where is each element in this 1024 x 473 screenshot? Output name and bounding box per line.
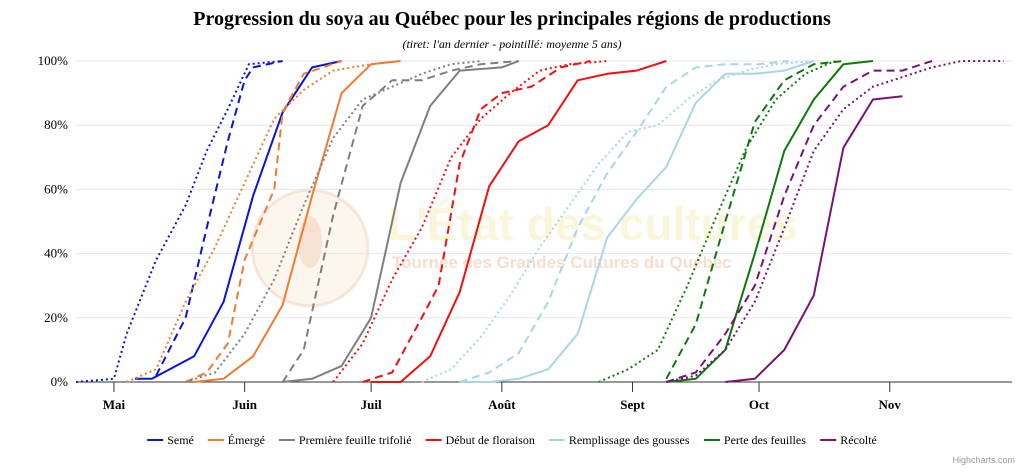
x-tick-label: Nov (879, 397, 902, 412)
series-line-five-year-average[interactable] (598, 60, 836, 383)
legend-item[interactable]: Émergé (207, 433, 265, 447)
legend-label: Perte des feuilles (724, 433, 806, 447)
series-2 (185, 60, 520, 383)
watermark-title: L'État des cultures (388, 198, 798, 250)
series-line-last-year[interactable] (185, 60, 342, 383)
series-6 (665, 60, 1004, 383)
watermark-logo (252, 190, 368, 306)
y-tick-label: 80% (44, 117, 68, 132)
series-1 (126, 60, 401, 383)
legend-label: Première feuille trifolié (299, 433, 412, 447)
legend-label: Récolté (840, 433, 877, 447)
x-tick-label: Juil (361, 397, 382, 412)
series-line-current-year[interactable] (135, 60, 342, 380)
y-tick-label: 20% (44, 310, 68, 325)
legend: Semé Émergé Première feuille trifolié Début… (147, 433, 877, 447)
series-line-current-year[interactable] (193, 60, 401, 383)
legend-label: Remplissage des gousses (569, 433, 690, 447)
series-line-five-year-average[interactable] (75, 60, 283, 383)
x-tick-label: Oct (749, 397, 770, 412)
series-line-current-year[interactable] (282, 60, 520, 383)
watermark-logo-ring (250, 188, 370, 308)
legend-item[interactable]: Perte des feuilles (703, 433, 806, 447)
x-tick-label: Juin (232, 397, 257, 412)
series-4 (421, 60, 815, 383)
legend-label: Semé (167, 433, 194, 447)
series-5 (598, 60, 874, 383)
series-layer (75, 60, 1004, 383)
watermark: L'État des cultures Tournée des Grandes … (250, 188, 798, 308)
series-line-current-year[interactable] (371, 60, 667, 383)
x-tick-label: Août (488, 397, 516, 412)
legend-item[interactable]: Début de floraison (425, 433, 535, 447)
x-tick-label: Mai (103, 397, 126, 412)
legend-item[interactable]: Semé (147, 433, 194, 447)
series-line-current-year[interactable] (725, 95, 903, 383)
legend-label: Début de floraison (446, 433, 535, 447)
series-line-last-year[interactable] (665, 60, 844, 380)
legend-label: Émergé (228, 433, 265, 447)
series-3 (332, 60, 667, 383)
series-line-last-year[interactable] (665, 60, 933, 383)
watermark-corn-icon (298, 216, 322, 268)
series-line-current-year[interactable] (459, 60, 815, 383)
chart-title: Progression du soya au Québec pour les p… (193, 8, 831, 30)
legend-item[interactable]: Remplissage des gousses (548, 433, 690, 447)
x-tick-label: Sept (620, 397, 645, 412)
series-0 (75, 60, 342, 383)
series-line-last-year[interactable] (459, 60, 789, 383)
legend-item[interactable]: Première feuille trifolié (278, 433, 412, 447)
series-line-current-year[interactable] (666, 60, 874, 383)
y-tick-label: 100% (38, 53, 69, 68)
y-tick-label: 0% (51, 374, 69, 389)
y-tick-label: 60% (44, 181, 68, 196)
axes: 0% 20% 40% 60% 80% 100% Mai Juin Juil Août Sept Oct… (38, 53, 1012, 412)
series-line-last-year[interactable] (155, 60, 283, 377)
chart-subtitle: (tiret: l'an dernier - pointillé: moyenn… (402, 37, 621, 51)
y-tick-label: 40% (44, 246, 68, 261)
credits: Highcharts.com (952, 455, 1015, 465)
series-line-last-year[interactable] (281, 60, 519, 383)
watermark-subtitle: Tournée des Grandes Cultures du Québec (392, 253, 732, 272)
legend-item[interactable]: Récolté (820, 433, 877, 447)
